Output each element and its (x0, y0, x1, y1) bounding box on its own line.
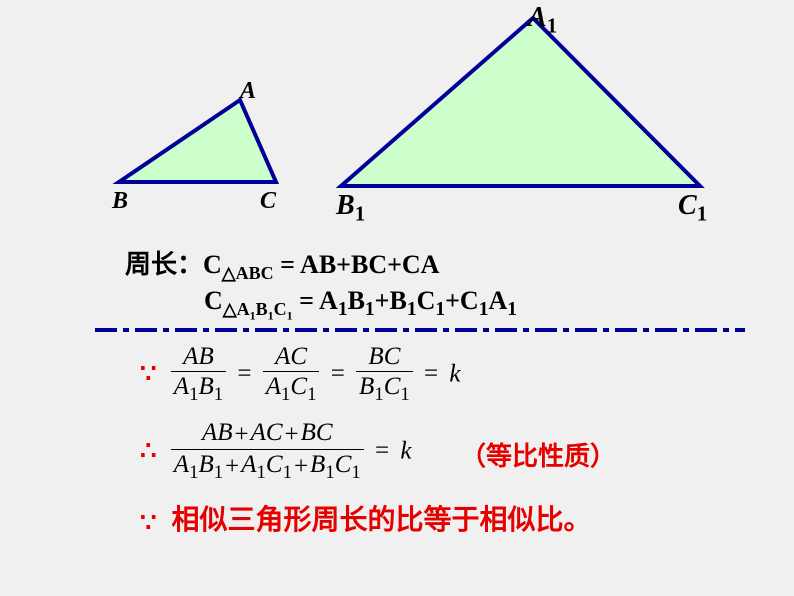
divider-line (95, 325, 745, 335)
label-B: B (112, 188, 128, 215)
label-A1: A1 (528, 2, 557, 39)
perimeter-line1: 周长：C△ABC = AB+BC+CA (125, 244, 439, 284)
ratio-formula-1: ∵ AB A1B1 = AC A1C1 = BC B1C1 = k (140, 344, 460, 405)
ratio-formula-2: ∴ AB+AC+BC A1B1+A1C1+B1C1 = k (140, 420, 411, 483)
label-C1: C1 (678, 190, 707, 227)
conclusion: ∵ 相似三角形周长的比等于相似比。 (140, 498, 592, 538)
label-A: A (240, 78, 256, 105)
triangle-large (341, 18, 700, 186)
label-C: C (260, 188, 276, 215)
ratio-note: （等比性质） (460, 436, 616, 473)
perimeter-line2: C△A1B1C1 = A1B1+B1C1+C1A1 (204, 286, 517, 324)
triangle-small (119, 100, 276, 182)
label-B1: B1 (336, 190, 365, 227)
